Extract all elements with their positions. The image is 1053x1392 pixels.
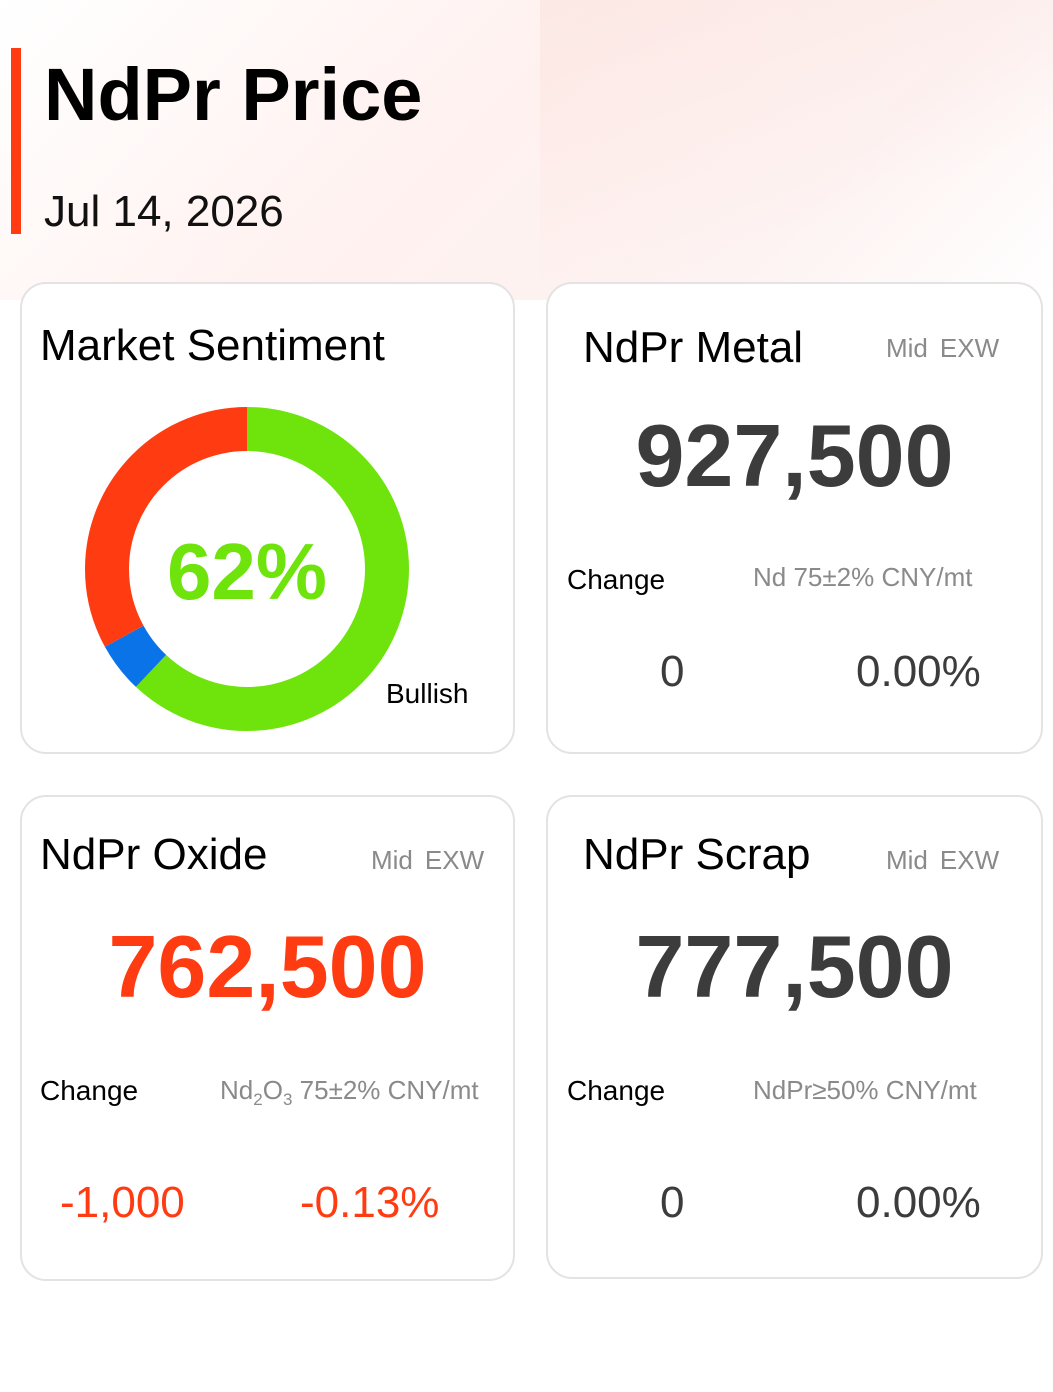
page-title: NdPr Price	[44, 53, 423, 136]
ndpr-oxide-change-abs: -1,000	[60, 1178, 185, 1227]
ndpr-scrap-change-abs: 0	[660, 1178, 685, 1227]
ndpr-scrap-tags: Mid EXW	[886, 847, 999, 873]
ndpr-oxide-tags: Mid EXW	[371, 847, 484, 873]
ndpr-metal-change-abs: 0	[660, 647, 685, 696]
ndpr-metal-spec: Nd 75±2% CNY/mt	[753, 562, 973, 592]
ndpr-metal-tags: Mid EXW	[886, 335, 999, 361]
ndpr-metal-change-label: Change	[567, 564, 666, 595]
ndpr-scrap-change-pct: 0.00%	[856, 1178, 981, 1227]
title-accent-bar	[11, 48, 21, 234]
mid-tag: Mid	[371, 845, 413, 875]
sentiment-label: Bullish	[386, 678, 469, 709]
mid-tag: Mid	[886, 845, 928, 875]
sentiment-percent: 62%	[166, 527, 328, 616]
header-decoration	[540, 0, 1053, 280]
ndpr-oxide-change-pct: -0.13%	[300, 1178, 440, 1227]
sentiment-donut-chart	[85, 407, 409, 731]
donut-segment-bearish	[85, 407, 409, 731]
ndpr-oxide-spec: Nd2O3 75±2% CNY/mt	[220, 1075, 479, 1109]
ndpr-oxide-price: 762,500	[108, 917, 427, 1016]
ndpr-oxide-title: NdPr Oxide	[40, 830, 268, 879]
exw-tag: EXW	[939, 333, 1000, 363]
ndpr-metal-title: NdPr Metal	[583, 323, 804, 372]
exw-tag: EXW	[424, 845, 485, 875]
ndpr-scrap-change-label: Change	[567, 1075, 666, 1106]
ndpr-metal-price: 927,500	[635, 406, 954, 505]
ndpr-metal-change-pct: 0.00%	[856, 647, 981, 696]
ndpr-scrap-card[interactable]: NdPr Scrap Mid EXW 777,500 Change NdPr≥50…	[546, 795, 1043, 1279]
market-sentiment-title: Market Sentiment	[40, 321, 385, 370]
ndpr-oxide-change-label: Change	[40, 1075, 139, 1106]
mid-tag: Mid	[886, 333, 928, 363]
ndpr-oxide-card[interactable]: NdPr Oxide Mid EXW 762,500 Change Nd2O3 7…	[20, 795, 515, 1281]
ndpr-scrap-price: 777,500	[635, 917, 954, 1016]
market-sentiment-card: Market Sentiment 62% Bullish	[20, 282, 515, 754]
ndpr-metal-card[interactable]: NdPr Metal Mid EXW 927,500 Change Nd 75±2…	[546, 282, 1043, 754]
ndpr-scrap-title: NdPr Scrap	[583, 830, 811, 879]
exw-tag: EXW	[939, 845, 1000, 875]
ndpr-scrap-spec: NdPr≥50% CNY/mt	[753, 1075, 977, 1105]
page-date: Jul 14, 2026	[44, 187, 284, 236]
